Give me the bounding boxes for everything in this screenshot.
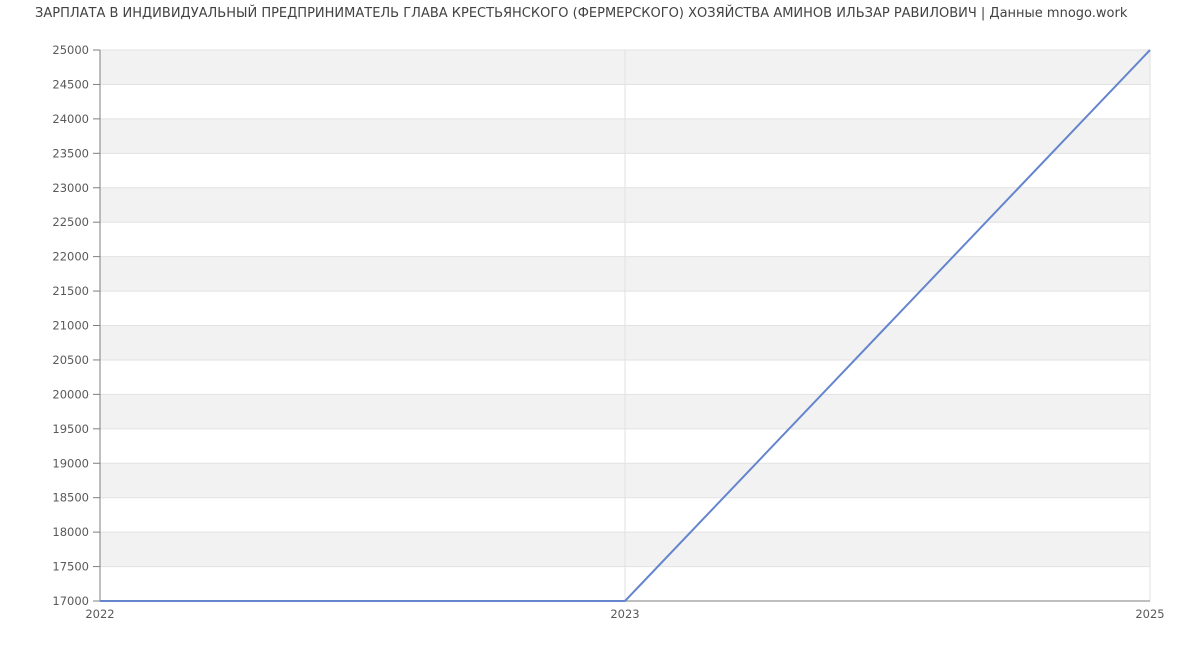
y-tick-label: 22500 — [52, 215, 89, 229]
chart-title: ЗАРПЛАТА В ИНДИВИДУАЛЬНЫЙ ПРЕДПРИНИМАТЕЛ… — [35, 6, 1128, 21]
y-tick-label: 17500 — [52, 560, 89, 574]
y-tick-label: 21000 — [52, 319, 89, 333]
x-tick-label: 2022 — [85, 607, 114, 621]
y-tick-label: 20000 — [52, 387, 89, 401]
x-gridlines — [624, 50, 1151, 601]
y-tick-label: 22000 — [52, 250, 89, 264]
y-tick-label: 17000 — [52, 594, 89, 608]
y-tick-label: 24000 — [52, 112, 89, 126]
y-tick-label: 21500 — [52, 284, 89, 298]
x-tick-label: 2023 — [610, 607, 639, 621]
y-tick-label: 23500 — [52, 146, 89, 160]
y-tick-label: 18000 — [52, 525, 89, 539]
y-tick-label: 18500 — [52, 491, 89, 505]
y-tick-label: 20500 — [52, 353, 89, 367]
y-tick-label: 23000 — [52, 181, 89, 195]
x-tick-label: 2025 — [1135, 607, 1164, 621]
x-tick-labels: 2022 2023 2025 — [85, 607, 1164, 621]
y-ticks: 17000 17500 18000 18500 19000 19500 20000 20500… — [52, 43, 100, 608]
y-tick-label: 19500 — [52, 422, 89, 436]
y-tick-label: 25000 — [52, 43, 89, 57]
y-tick-label: 19000 — [52, 456, 89, 470]
y-tick-label: 24500 — [52, 77, 89, 91]
series-line — [100, 49, 1151, 602]
